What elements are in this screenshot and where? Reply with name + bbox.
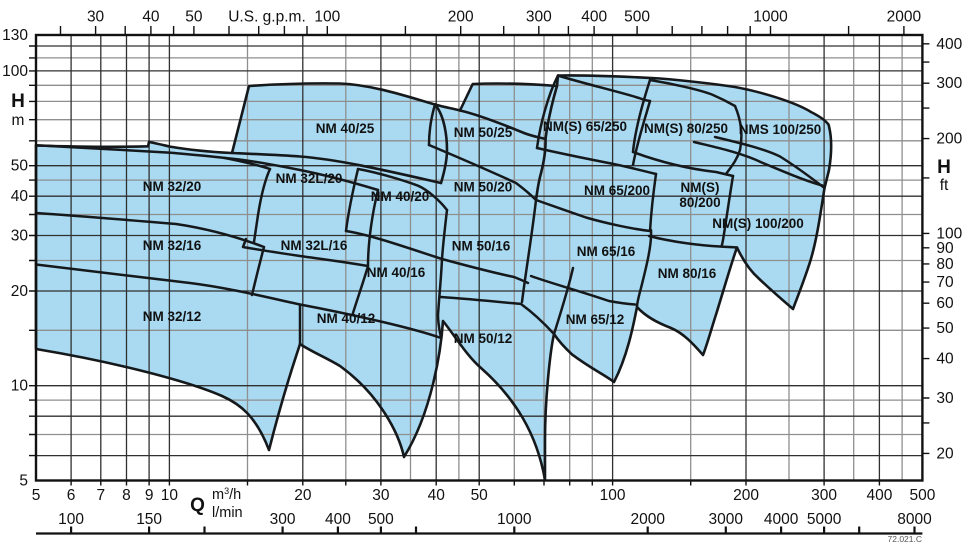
svg-text:30: 30 [87, 9, 105, 26]
svg-text:72.021.C: 72.021.C [888, 534, 923, 544]
svg-text:Q: Q [190, 495, 205, 516]
svg-text:100: 100 [2, 63, 28, 80]
svg-text:NM 32/16: NM 32/16 [143, 238, 202, 253]
svg-text:m: m [12, 112, 25, 129]
svg-text:U.S. g.p.m.: U.S. g.p.m. [228, 9, 306, 26]
svg-text:NM 50/16: NM 50/16 [452, 239, 511, 254]
svg-text:100: 100 [600, 487, 626, 504]
svg-text:NMS 100/250: NMS 100/250 [739, 122, 822, 137]
svg-text:m3/h: m3/h [212, 486, 241, 503]
svg-text:9: 9 [145, 487, 154, 504]
svg-text:80: 80 [936, 256, 954, 273]
svg-text:6: 6 [67, 487, 76, 504]
svg-text:500: 500 [368, 511, 394, 528]
svg-text:100: 100 [314, 9, 340, 26]
svg-text:100: 100 [936, 225, 962, 242]
svg-text:300: 300 [270, 511, 296, 528]
svg-text:8: 8 [122, 487, 131, 504]
svg-text:NM(S): NM(S) [681, 180, 720, 195]
svg-text:200: 200 [733, 487, 759, 504]
svg-text:500: 500 [909, 487, 935, 504]
svg-text:20: 20 [936, 445, 954, 462]
svg-text:1000: 1000 [753, 9, 788, 26]
svg-text:80/200: 80/200 [679, 195, 720, 210]
svg-text:3000: 3000 [709, 511, 744, 528]
svg-text:20: 20 [11, 283, 29, 300]
svg-text:NM 50/12: NM 50/12 [454, 331, 513, 346]
svg-text:5: 5 [19, 473, 28, 490]
svg-text:500: 500 [624, 9, 650, 26]
svg-text:NM 32L/16: NM 32L/16 [281, 238, 348, 253]
svg-text:NM 32L/20: NM 32L/20 [276, 171, 343, 186]
svg-text:NM 80/16: NM 80/16 [658, 266, 717, 281]
svg-text:200: 200 [448, 9, 474, 26]
svg-text:l/min: l/min [212, 505, 243, 521]
svg-text:NM 40/20: NM 40/20 [371, 189, 430, 204]
svg-text:300: 300 [936, 75, 962, 92]
svg-text:10: 10 [11, 378, 29, 395]
svg-text:30: 30 [11, 228, 29, 245]
svg-text:50: 50 [471, 487, 489, 504]
svg-text:10: 10 [161, 487, 179, 504]
svg-text:50: 50 [11, 158, 29, 175]
svg-text:40: 40 [11, 188, 29, 205]
svg-text:8000: 8000 [897, 511, 932, 528]
svg-text:60: 60 [936, 295, 954, 312]
svg-text:4000: 4000 [764, 511, 799, 528]
svg-text:40: 40 [936, 351, 954, 368]
svg-text:400: 400 [581, 9, 607, 26]
svg-text:150: 150 [136, 511, 162, 528]
svg-text:NM 40/16: NM 40/16 [367, 265, 426, 280]
svg-text:NM 50/25: NM 50/25 [454, 125, 513, 140]
svg-text:NM 65/12: NM 65/12 [566, 312, 625, 327]
svg-text:400: 400 [867, 487, 893, 504]
svg-text:130: 130 [2, 27, 28, 44]
svg-text:100: 100 [58, 511, 84, 528]
svg-text:ft: ft [940, 177, 949, 194]
svg-text:300: 300 [811, 487, 837, 504]
svg-text:30: 30 [936, 390, 954, 407]
svg-text:40: 40 [142, 9, 160, 26]
svg-text:H: H [937, 157, 951, 178]
svg-text:50: 50 [185, 9, 203, 26]
svg-text:NM 50/20: NM 50/20 [454, 180, 513, 195]
svg-text:NM 32/12: NM 32/12 [143, 309, 202, 324]
svg-text:2000: 2000 [630, 511, 665, 528]
svg-text:1000: 1000 [497, 511, 532, 528]
svg-text:70: 70 [936, 274, 954, 291]
svg-text:300: 300 [526, 9, 552, 26]
svg-text:90: 90 [936, 240, 954, 257]
svg-text:NM(S) 80/250: NM(S) 80/250 [644, 121, 728, 136]
svg-text:NM(S) 65/250: NM(S) 65/250 [543, 119, 627, 134]
svg-text:200: 200 [936, 131, 962, 148]
svg-text:7: 7 [96, 487, 105, 504]
svg-text:5: 5 [32, 487, 41, 504]
svg-text:NM 40/12: NM 40/12 [317, 311, 376, 326]
svg-text:30: 30 [372, 487, 390, 504]
svg-text:NM 40/25: NM 40/25 [316, 121, 375, 136]
svg-text:NM 32/20: NM 32/20 [143, 179, 202, 194]
svg-text:400: 400 [936, 36, 962, 53]
svg-text:H: H [11, 91, 25, 112]
svg-text:NM 65/16: NM 65/16 [577, 244, 636, 259]
svg-text:400: 400 [325, 511, 351, 528]
svg-text:5000: 5000 [807, 511, 842, 528]
svg-text:40: 40 [428, 487, 446, 504]
svg-text:2000: 2000 [887, 9, 922, 26]
svg-text:20: 20 [294, 487, 312, 504]
svg-text:50: 50 [936, 320, 954, 337]
svg-text:NM 65/200: NM 65/200 [584, 183, 650, 198]
svg-text:NM(S) 100/200: NM(S) 100/200 [712, 216, 804, 231]
